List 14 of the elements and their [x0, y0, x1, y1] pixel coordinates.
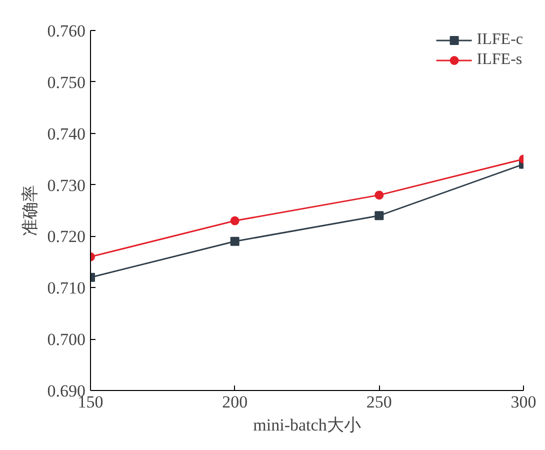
y-tick-label: 0.730	[47, 176, 86, 195]
y-tick-label: 0.710	[47, 278, 86, 298]
y-tick-label: 0.750	[47, 72, 86, 92]
x-tick-label: 300	[510, 392, 536, 412]
legend-label: ILFE-c	[476, 31, 523, 49]
y-tick-label: 0.760	[47, 22, 86, 40]
y-tick-label: 0.740	[47, 124, 86, 144]
x-axis-title: mini-batch大小	[253, 416, 361, 434]
y-tick-label: 0.720	[47, 227, 86, 246]
x-tick-label: 200	[222, 392, 248, 412]
y-tick-label: 0.700	[47, 330, 86, 350]
legend-label: ILFE-s	[476, 51, 522, 69]
x-tick-label: 250	[366, 392, 392, 412]
y-axis-title: 准确率	[20, 185, 40, 236]
